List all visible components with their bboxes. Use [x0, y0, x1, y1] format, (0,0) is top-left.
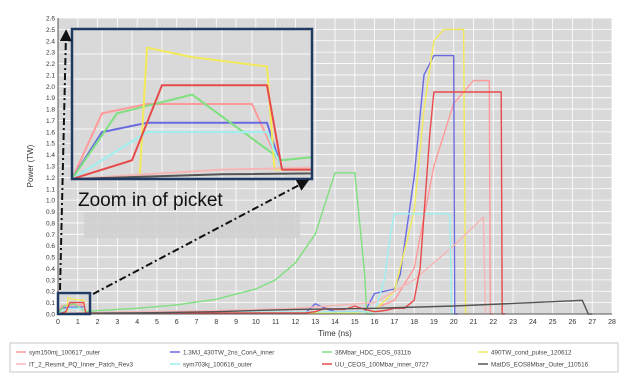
inset-series-layer	[72, 46, 312, 179]
x-tick-label: 12	[292, 319, 300, 326]
x-tick-label: 27	[588, 319, 596, 326]
x-tick-label: 6	[175, 319, 179, 326]
x-tick-label: 24	[529, 319, 537, 326]
y-tick-label: 2.0	[46, 84, 55, 91]
y-tick-label: 0.9	[46, 209, 55, 216]
x-tick-label: 16	[371, 319, 379, 326]
series-line	[57, 213, 454, 315]
legend-label: UU_CEOS_100Mbar_inner_0727	[335, 362, 429, 369]
legend-label: IT_2_Resmit_PQ_Inner_Patch_Rev3	[29, 362, 133, 369]
x-tick-label: 5	[155, 319, 159, 326]
x-tick-label: 18	[410, 319, 418, 326]
zoom-annotation: Zoom in of picket	[78, 190, 223, 211]
x-tick-label: 13	[311, 319, 319, 326]
x-tick-label: 21	[470, 319, 478, 326]
inset-series-line	[72, 93, 312, 179]
x-tick-label: 20	[450, 319, 458, 326]
legend-label: sym150mj_100617_outer	[29, 350, 100, 357]
legend-label: sym703kj_100616_outer	[183, 362, 252, 369]
legend-label: 1.3MJ_430TW_2ns_ConA_inner	[183, 350, 274, 357]
x-tick-label: 28	[608, 319, 616, 326]
x-tick-label: 14	[331, 319, 339, 326]
y-tick-labels: 0.0 0.1 0.2 0.3 0.4 0.5 0.6 0.7 0.8 0.9 1.0 1.1 1.2 1…	[46, 16, 55, 319]
legend-box	[9, 342, 619, 373]
zoom-region-box	[56, 291, 92, 316]
y-tick-label: 1.7	[46, 118, 55, 125]
y-tick-label: 1.0	[46, 198, 55, 205]
legend: sym150mj_100617_outer 1.3MJ_430TW_2ns_Con…	[16, 350, 589, 369]
x-tick-label: 3	[115, 319, 119, 326]
y-tick-label: 1.2	[46, 175, 55, 182]
inset-frame	[70, 27, 314, 181]
y-tick-label: 1.1	[46, 186, 55, 193]
x-tick-label: 8	[214, 319, 218, 326]
series-layer	[57, 28, 593, 315]
x-tick-label: 15	[351, 319, 359, 326]
x-tick-label: 9	[234, 319, 238, 326]
y-tick-label: 0.5	[46, 255, 55, 262]
inset-series-line	[72, 46, 312, 179]
y-tick-label: 2.2	[46, 61, 55, 68]
y-tick-label: 0.8	[46, 220, 55, 227]
x-tick-label: 23	[509, 319, 517, 326]
x-axis-label: Time (ns)	[318, 329, 352, 338]
y-tick-label: 2.6	[46, 16, 55, 23]
arrow-to-inset-top	[59, 29, 72, 291]
y-tick-label: 0.6	[46, 243, 55, 250]
x-tick-label: 17	[390, 319, 398, 326]
y-tick-label: 0.3	[46, 277, 55, 284]
y-tick-label: 1.5	[46, 141, 55, 148]
y-tick-label: 1.3	[46, 164, 55, 171]
annotation-shadow	[84, 212, 300, 238]
series-line	[57, 299, 593, 315]
y-tick-label: 0.0	[46, 312, 55, 319]
series-line	[57, 172, 375, 315]
legend-label: MatDS_EOS8Mbar_Outer_110516	[491, 362, 589, 369]
y-tick-label: 0.2	[46, 289, 55, 296]
inset-series-line	[72, 121, 312, 179]
y-tick-label: 1.4	[46, 152, 55, 159]
y-tick-label: 2.3	[46, 50, 55, 57]
x-tick-label: 22	[489, 319, 497, 326]
x-tick-label: 1	[76, 319, 80, 326]
x-tick-label: 4	[135, 319, 139, 326]
y-tick-label: 2.4	[46, 38, 55, 45]
y-tick-label: 2.5	[46, 27, 55, 34]
arrow-to-inset-bottom	[92, 179, 310, 295]
y-tick-label: 1.9	[46, 95, 55, 102]
axes	[57, 18, 612, 315]
zoom-inset	[70, 27, 314, 181]
y-tick-label: 0.1	[46, 300, 55, 307]
x-tick-label: 0	[56, 319, 60, 326]
y-axis-label: Power (TW)	[26, 144, 35, 187]
y-tick-label: 2.1	[46, 72, 55, 79]
x-tick-labels: 0 1 2 3 4 5 6 7 8 9 10 11 12 13 14 15 16 17 18 19 20 21 22 23 24…	[56, 319, 616, 326]
x-tick-label: 7	[195, 319, 199, 326]
legend-label: 36Mbar_HDC_EOS_0311b	[335, 350, 411, 357]
inset-series-line	[72, 103, 312, 179]
x-tick-label: 10	[252, 319, 260, 326]
x-tick-label: 19	[430, 319, 438, 326]
y-tick-label: 0.4	[46, 266, 55, 273]
x-tick-label: 25	[549, 319, 557, 326]
y-tick-label: 1.8	[46, 107, 55, 114]
y-tick-label: 1.6	[46, 129, 55, 136]
y-tick-label: 0.7	[46, 232, 55, 239]
legend-label: 490TW_cond_pulse_120612	[491, 350, 572, 357]
inset-series-line	[72, 131, 312, 179]
x-tick-label: 11	[272, 319, 279, 326]
x-tick-label: 26	[569, 319, 577, 326]
x-tick-label: 2	[96, 319, 100, 326]
